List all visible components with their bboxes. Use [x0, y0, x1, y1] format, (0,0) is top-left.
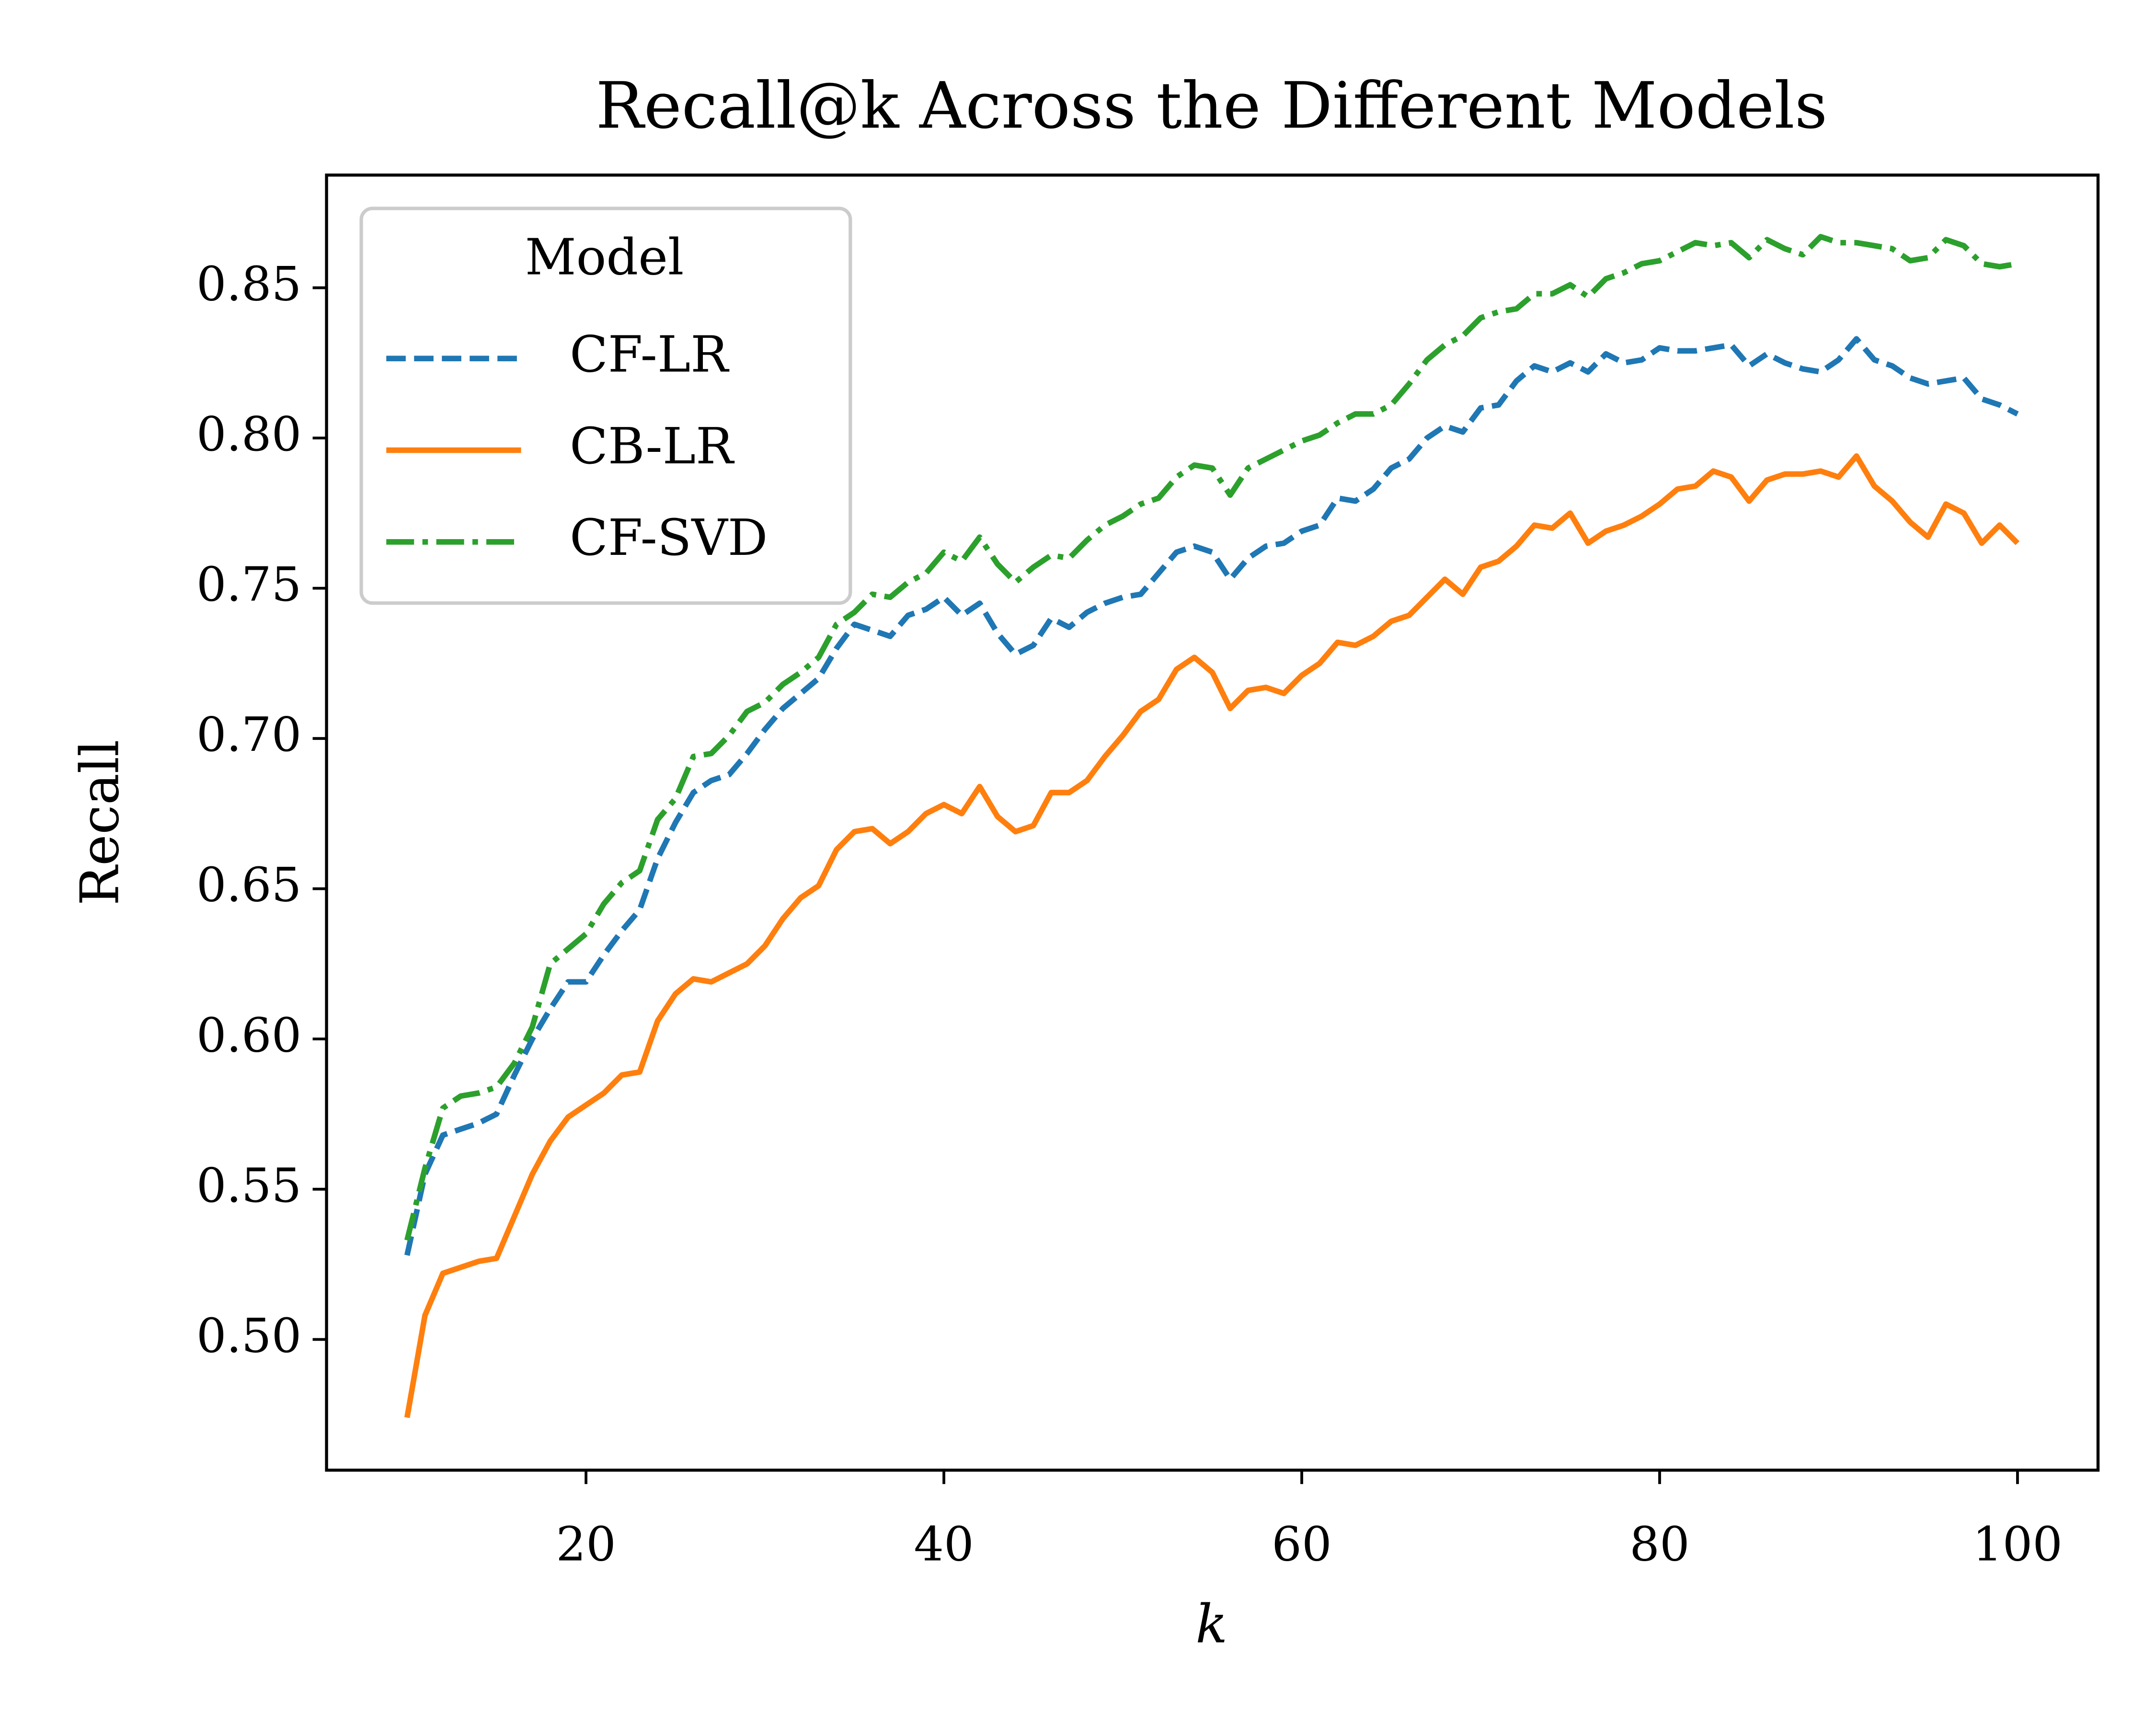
x-tick-label: 20 — [556, 1517, 616, 1572]
y-tick-label: 0.70 — [196, 707, 302, 762]
x-tick-label: 60 — [1272, 1517, 1331, 1572]
legend-box — [359, 207, 852, 605]
legend-label: CB-LR — [570, 417, 735, 475]
x-axis-label: k — [1195, 1594, 1227, 1655]
y-axis-label: Recall — [69, 740, 130, 906]
series-line — [404, 336, 2019, 1256]
y-tick-label: 0.65 — [196, 858, 302, 913]
y-tick-label: 0.50 — [196, 1308, 302, 1363]
chart-title: Recall@k Across the Different Models — [596, 69, 1827, 143]
x-tick-label: 40 — [914, 1517, 974, 1572]
y-tick-label: 0.80 — [196, 407, 302, 462]
series-line — [404, 453, 2020, 1418]
legend-label: CF-LR — [570, 325, 730, 383]
plot-frame — [325, 173, 2100, 1472]
y-tick-label: 0.60 — [196, 1008, 302, 1063]
legend-title: Model — [525, 228, 684, 286]
y-tick-label: 0.55 — [196, 1158, 302, 1213]
y-tick-label: 0.85 — [196, 257, 302, 312]
x-tick-label: 100 — [1973, 1517, 2063, 1572]
x-tick-label: 80 — [1629, 1517, 1689, 1572]
y-tick-label: 0.75 — [196, 557, 302, 612]
legend-label: CF-SVD — [570, 508, 768, 567]
series-line — [404, 234, 2018, 1241]
